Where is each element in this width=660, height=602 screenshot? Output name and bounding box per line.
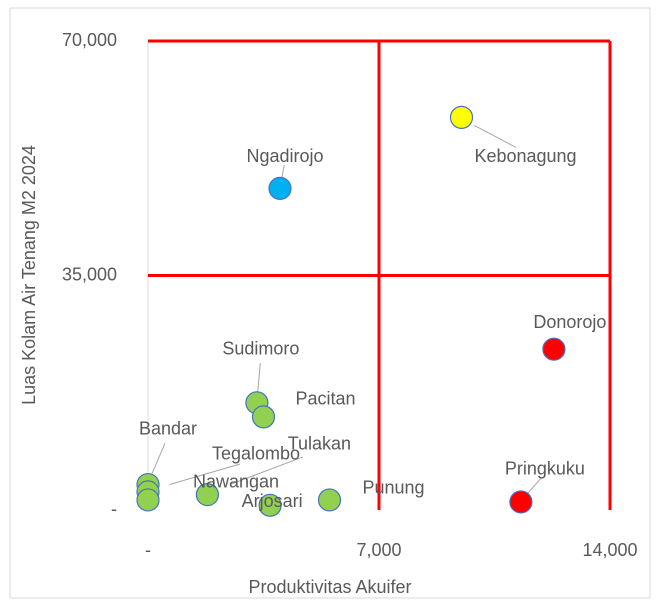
point [317,488,342,512]
leader-line [474,124,517,148]
point [258,493,282,517]
point-label: Tulakan [288,433,351,453]
point [136,488,160,512]
point-label: Arjosari [242,491,303,511]
y-tick-label: 35,000 [62,264,117,284]
x-axis-title: Produktivitas Akuifer [248,577,411,597]
point [251,405,276,429]
point [449,105,474,129]
leader-line [229,456,303,486]
point-label: Punung [362,478,424,498]
point-label: Nawangan [193,472,279,492]
point [195,482,219,507]
leader-line [257,363,261,393]
x-tick-label: 7,000 [356,540,401,560]
point [509,490,533,514]
point-label: Pringkuku [505,459,585,479]
point-label: Bandar [139,418,197,438]
point [542,337,566,361]
leader-line [169,463,240,485]
y-tick-label: 70,000 [62,30,117,50]
point-label: Donorojo [533,312,606,332]
point-label: Sudimoro [222,339,299,359]
point-label: Tegalombo [212,444,300,464]
point-label: Pacitan [295,389,355,409]
y-tick-label: - [111,499,117,519]
y-axis-title: Luas Kolam Air Tenang M2 2024 [19,145,39,405]
leader-line [151,443,166,474]
leader-line [525,477,542,496]
x-tick-label: - [145,540,151,560]
x-tick-label: 14,000 [582,540,637,560]
point-label: Kebonagung [474,146,576,166]
point [268,176,292,200]
point-label: Ngadirojo [246,146,323,166]
